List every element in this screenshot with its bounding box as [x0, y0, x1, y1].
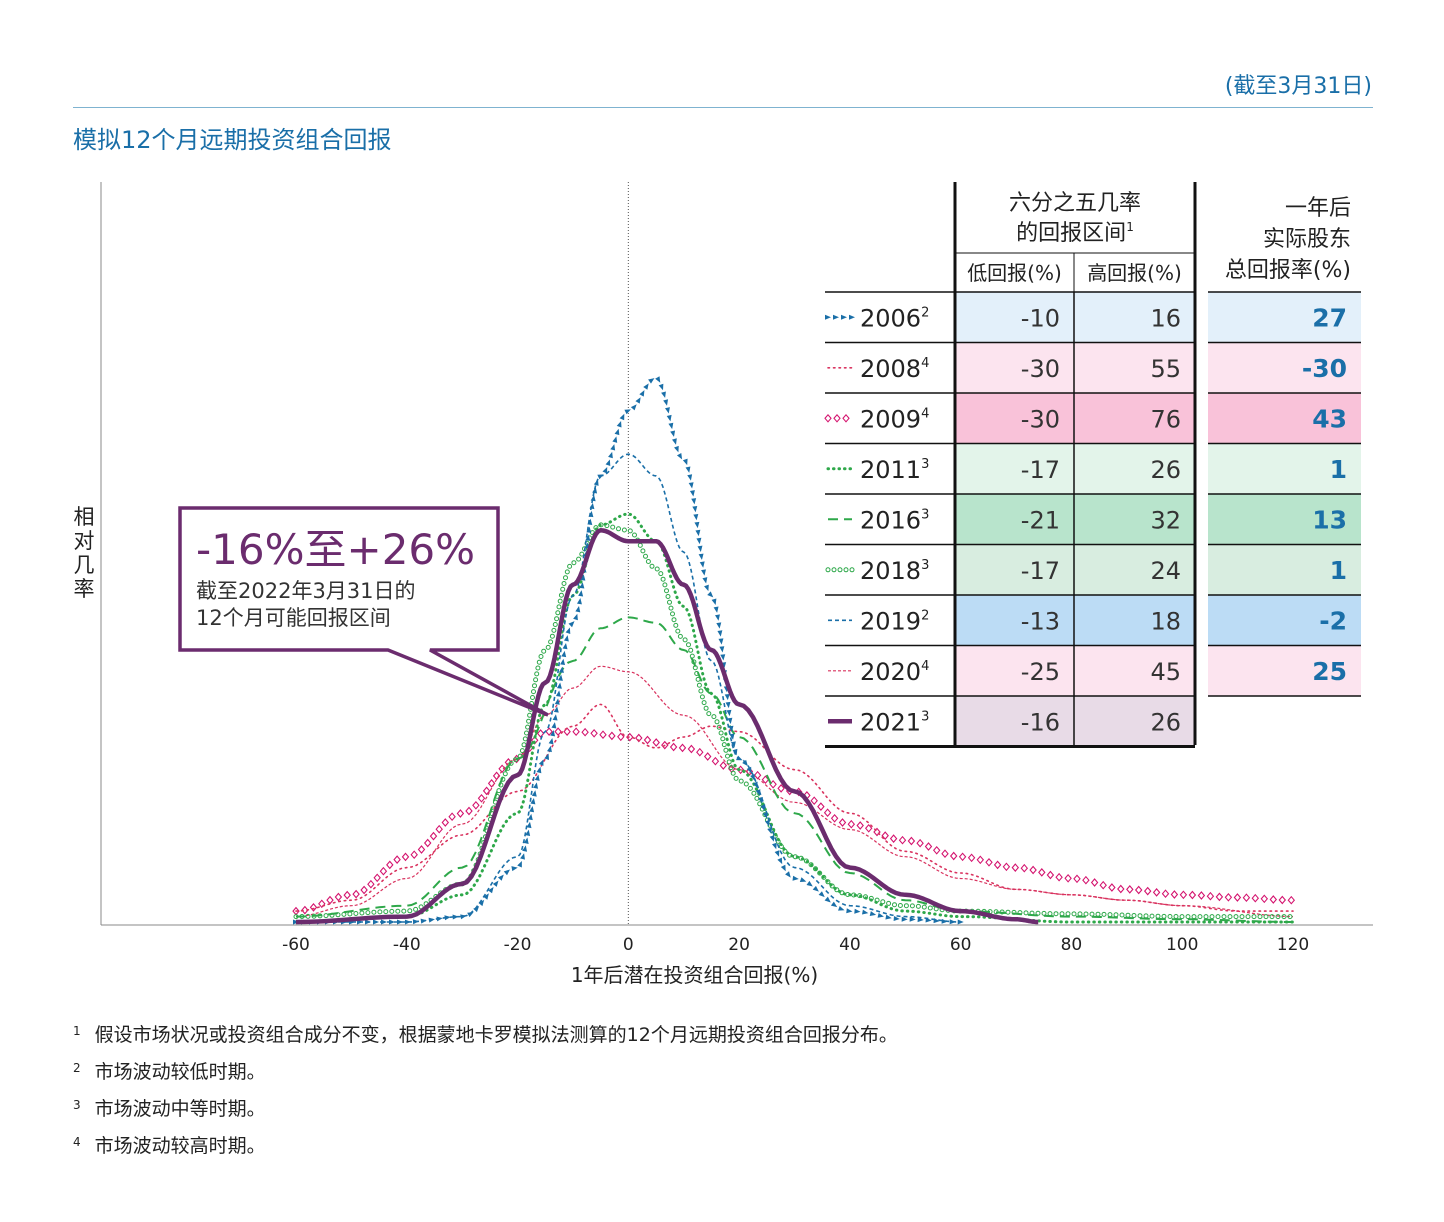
- row-2008-actual-bg: [1208, 342, 1361, 393]
- row-2020-actual: 25: [1312, 657, 1347, 686]
- series-2019-line: [296, 453, 961, 923]
- row-2011-actual-bg: [1208, 443, 1361, 494]
- row-2008-actual: -30: [1302, 354, 1347, 383]
- row-2018-actual: 1: [1330, 556, 1347, 585]
- callout-text: -16%至+26% 截至2022年3月31日的 12个月可能回报区间: [196, 522, 475, 632]
- legend-2020-label: 20204: [860, 658, 929, 686]
- x-tick-label: 40: [839, 935, 861, 955]
- row-2019-bg: [956, 595, 1194, 646]
- row-2021-high: 26: [1150, 708, 1181, 736]
- row-2020-high: 45: [1150, 658, 1181, 686]
- row-2016-high: 32: [1150, 506, 1181, 534]
- legend-2011-label: 20113: [860, 456, 929, 484]
- legend-2021-label: 20213: [860, 708, 929, 736]
- legend-2009-swatch: [824, 413, 850, 423]
- row-2011-actual: 1: [1330, 455, 1347, 484]
- x-axis-label: 1年后潜在投资组合回报(%): [571, 963, 818, 987]
- x-tick-label: 60: [950, 935, 972, 955]
- row-2006-actual: 27: [1312, 303, 1347, 332]
- row-2020-low: -25: [1021, 658, 1060, 686]
- row-2006-bg: [956, 292, 1194, 343]
- row-2019-actual: -2: [1319, 606, 1347, 635]
- row-2009-actual-bg: [1208, 393, 1361, 444]
- row-2016-bg: [956, 494, 1194, 545]
- callout-line1: 截至2022年3月31日的: [196, 579, 416, 603]
- footnote-2: 2 市场波动较低时期。: [73, 1061, 266, 1083]
- row-2018-high: 24: [1150, 557, 1181, 585]
- callout-line2: 12个月可能回报区间: [196, 606, 391, 630]
- row-2016-actual-bg: [1208, 494, 1361, 545]
- row-2008-low: -30: [1021, 355, 1060, 383]
- legend-2018-swatch: [825, 567, 855, 573]
- x-tick-label: 0: [623, 935, 634, 955]
- actual-header-line1: 一年后: [1285, 196, 1351, 221]
- x-tick-label: -60: [282, 935, 310, 955]
- legend-2019-label: 20192: [860, 607, 929, 635]
- series-2011-line: [294, 512, 1295, 924]
- row-2006-low: -10: [1021, 304, 1060, 332]
- x-tick-label: -20: [504, 935, 532, 955]
- row-2021-low: -16: [1021, 708, 1060, 736]
- x-tick-label: 100: [1166, 935, 1198, 955]
- callout-box: [178, 506, 549, 717]
- legend-2008-label: 20084: [860, 355, 929, 383]
- row-2018-low: -17: [1021, 557, 1060, 585]
- row-2009-low: -30: [1021, 405, 1060, 433]
- footnote-1: 1 假设市场状况或投资组合成分不变，根据蒙地卡罗模拟法测算的12个月远期投资组合回…: [73, 1024, 898, 1046]
- row-2011-low: -17: [1021, 456, 1060, 484]
- legend-2016-label: 20163: [860, 506, 929, 534]
- actual-header-line2: 实际股东: [1263, 227, 1351, 252]
- row-2006-actual-bg: [1208, 292, 1361, 343]
- legend-2009-label: 20094: [860, 405, 929, 433]
- row-2016-actual: 13: [1312, 505, 1347, 534]
- row-2006-high: 16: [1150, 304, 1181, 332]
- footnote-3: 3 市场波动中等时期。: [73, 1098, 266, 1120]
- row-2021-bg: [956, 696, 1194, 747]
- legend-2006-swatch: [825, 314, 855, 320]
- row-2011-bg: [956, 443, 1194, 494]
- row-2008-bg: [956, 342, 1194, 393]
- row-2019-actual-bg: [1208, 595, 1361, 646]
- range-header-line1: 六分之五几率: [1009, 191, 1141, 216]
- top-rule: [73, 107, 1373, 108]
- row-2019-low: -13: [1021, 607, 1060, 635]
- x-tick-label: -40: [393, 935, 421, 955]
- legend-2018-label: 20183: [860, 557, 929, 585]
- row-2009-actual: 43: [1312, 404, 1347, 433]
- row-2020-bg: [956, 645, 1194, 696]
- footnote-4: 4 市场波动较高时期。: [73, 1135, 266, 1157]
- actual-header-line3: 总回报率(%): [1225, 258, 1351, 283]
- row-2020-actual-bg: [1208, 645, 1361, 696]
- x-tick-label: 20: [728, 935, 750, 955]
- row-2009-high: 76: [1150, 405, 1181, 433]
- row-2011-high: 26: [1150, 456, 1181, 484]
- date-note: (截至3月31日): [1224, 74, 1372, 99]
- high-header: 高回报(%): [1087, 261, 1182, 285]
- chart-title: 模拟12个月远期投资组合回报: [73, 126, 392, 154]
- series-2020-line: [295, 665, 1294, 918]
- row-2018-actual-bg: [1208, 544, 1361, 595]
- row-2016-low: -21: [1021, 506, 1060, 534]
- x-tick-label: 120: [1277, 935, 1309, 955]
- y-axis-label: 相对几率: [73, 505, 95, 601]
- low-header: 低回报(%): [967, 261, 1062, 285]
- series-2009-line: [292, 727, 1296, 916]
- x-tick-label: 80: [1061, 935, 1083, 955]
- series-2006-line: [293, 376, 964, 925]
- row-2008-high: 55: [1150, 355, 1181, 383]
- range-header-line2: 的回报区间1: [1016, 220, 1134, 246]
- row-2019-high: 18: [1150, 607, 1181, 635]
- row-2009-bg: [956, 393, 1194, 444]
- callout-range: -16%至+26%: [196, 525, 476, 574]
- series-2021-line: [295, 528, 1039, 925]
- row-2018-bg: [956, 544, 1194, 595]
- legend-2006-label: 20062: [860, 304, 929, 332]
